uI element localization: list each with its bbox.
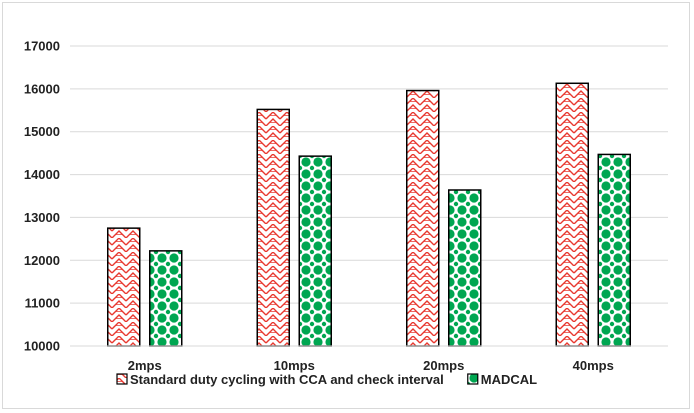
legend: Standard duty cycling with CCA and check…: [116, 372, 537, 387]
x-axis-ticks: 2mps 10mps 20mps 40mps: [128, 358, 614, 373]
bar-standard: [107, 227, 141, 347]
bar-standard: [555, 82, 589, 347]
bar-madcal: [448, 189, 482, 347]
legend-swatch-madcal: [467, 373, 479, 385]
bar-standard: [406, 89, 440, 347]
y-axis-ticks: 10000 11000 12000 13000 14000 15000 16000 17000: [24, 39, 60, 354]
legend-label-madcal: MADCAL: [481, 372, 537, 387]
bar-madcal: [149, 250, 183, 347]
bar-madcal: [298, 155, 332, 347]
y-tick-label: 16000: [24, 81, 60, 96]
y-tick-label: 15000: [24, 124, 60, 139]
bar-standard: [256, 108, 290, 347]
legend-swatch-standard: [116, 373, 128, 385]
y-tick-label: 11000: [25, 296, 60, 311]
legend-label-standard: Standard duty cycling with CCA and check…: [130, 372, 444, 387]
y-tick-label: 10000: [24, 339, 60, 354]
y-tick-label: 17000: [24, 39, 60, 54]
y-tick-label: 13000: [24, 210, 60, 225]
x-tick-label: 20mps: [423, 358, 464, 373]
bar-madcal: [597, 153, 631, 347]
y-tick-label: 12000: [24, 253, 60, 268]
x-tick-label: 40mps: [573, 358, 614, 373]
y-tick-label: 14000: [24, 167, 60, 182]
x-tick-label: 2mps: [128, 358, 162, 373]
x-tick-label: 10mps: [274, 358, 315, 373]
bars: [107, 82, 631, 347]
